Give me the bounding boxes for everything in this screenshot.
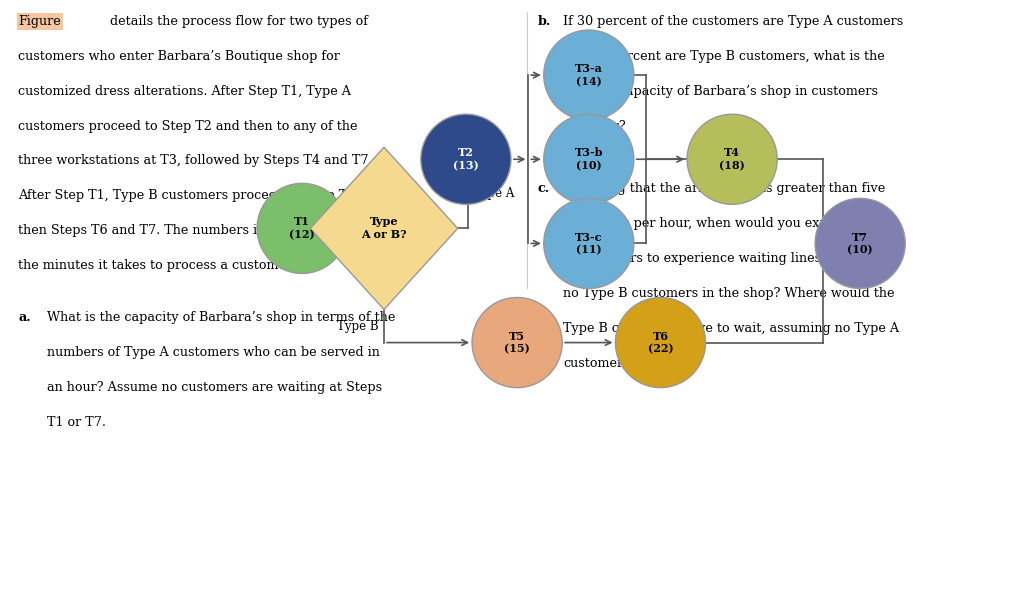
Text: After Step T1, Type B customers proceed to Step T5 and: After Step T1, Type B customers proceed …: [18, 189, 384, 203]
Text: customers per hour, when would you expect Type: customers per hour, when would you expec…: [563, 217, 883, 230]
Text: customers?: customers?: [563, 356, 637, 370]
Text: T3-c
(11): T3-c (11): [575, 231, 602, 255]
Text: Type B customers have to wait, assuming no Type A: Type B customers have to wait, assuming …: [563, 322, 899, 335]
Text: b.: b.: [538, 15, 551, 28]
Text: T4
(18): T4 (18): [719, 147, 745, 171]
Ellipse shape: [472, 297, 562, 388]
Ellipse shape: [544, 198, 634, 288]
Text: per hour?: per hour?: [563, 120, 626, 133]
Text: T3-b
(10): T3-b (10): [574, 147, 603, 171]
Text: A customers to experience waiting lines, assuming: A customers to experience waiting lines,…: [563, 252, 891, 265]
Text: the minutes it takes to process a customer.: the minutes it takes to process a custom…: [18, 259, 295, 272]
Ellipse shape: [687, 114, 777, 204]
Ellipse shape: [544, 114, 634, 204]
Text: three workstations at T3, followed by Steps T4 and T7.: three workstations at T3, followed by St…: [18, 154, 373, 168]
Text: T6
(22): T6 (22): [647, 331, 674, 355]
Text: details the process flow for two types of: details the process flow for two types o…: [78, 15, 368, 28]
Text: T7
(10): T7 (10): [847, 231, 873, 255]
Text: no Type B customers in the shop? Where would the: no Type B customers in the shop? Where w…: [563, 287, 895, 300]
Text: T5
(15): T5 (15): [504, 331, 530, 355]
Text: a.: a.: [18, 311, 31, 325]
Text: Assuming that the arrival rate is greater than five: Assuming that the arrival rate is greate…: [563, 182, 886, 195]
Text: What is the capacity of Barbara’s shop in terms of the: What is the capacity of Barbara’s shop i…: [47, 311, 395, 325]
Text: T1
(12): T1 (12): [289, 216, 315, 240]
Text: Type B: Type B: [337, 320, 379, 332]
Text: T1 or T7.: T1 or T7.: [47, 416, 106, 429]
Text: Type A: Type A: [473, 188, 514, 200]
Text: T2
(13): T2 (13): [453, 147, 479, 171]
Text: numbers of Type A customers who can be served in: numbers of Type A customers who can be s…: [47, 346, 380, 359]
Text: customers who enter Barbara’s Boutique shop for: customers who enter Barbara’s Boutique s…: [18, 50, 340, 63]
Text: then Steps T6 and T7. The numbers in parentheses are: then Steps T6 and T7. The numbers in par…: [18, 224, 374, 237]
Ellipse shape: [815, 198, 905, 288]
Text: c.: c.: [538, 182, 550, 195]
Ellipse shape: [615, 297, 706, 388]
Text: an hour? Assume no customers are waiting at Steps: an hour? Assume no customers are waiting…: [47, 381, 382, 394]
Text: and 70 percent are Type B customers, what is the: and 70 percent are Type B customers, wha…: [563, 50, 885, 63]
Text: customers proceed to Step T2 and then to any of the: customers proceed to Step T2 and then to…: [18, 120, 358, 133]
Ellipse shape: [421, 114, 511, 204]
Text: T3-a
(14): T3-a (14): [574, 63, 603, 87]
Text: If 30 percent of the customers are Type A customers: If 30 percent of the customers are Type …: [563, 15, 903, 28]
Ellipse shape: [544, 30, 634, 120]
Text: Figure: Figure: [18, 15, 61, 28]
Polygon shape: [310, 147, 458, 310]
Text: average capacity of Barbara’s shop in customers: average capacity of Barbara’s shop in cu…: [563, 85, 879, 98]
Ellipse shape: [257, 183, 347, 273]
Text: Type
A or B?: Type A or B?: [361, 216, 407, 240]
Text: customized dress alterations. After Step T1, Type A: customized dress alterations. After Step…: [18, 85, 351, 98]
